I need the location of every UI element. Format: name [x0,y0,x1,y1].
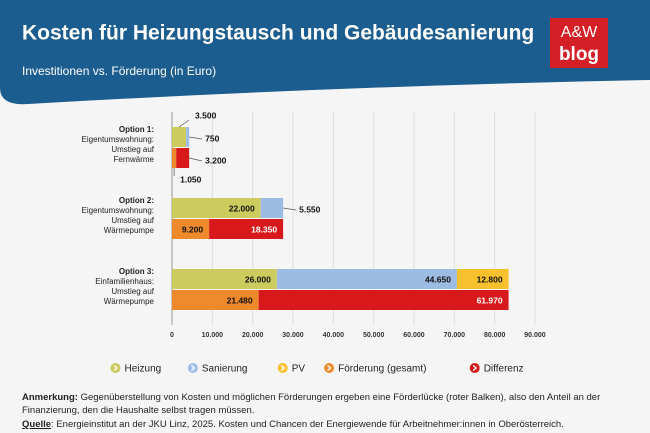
logo-text: A&W [561,24,598,41]
y-tick-label: Option 1: [119,125,154,134]
bar-segment [260,198,284,218]
x-tick-label: 80.000 [484,332,506,339]
data-label: 3.500 [195,110,217,120]
data-label: 9.200 [182,224,204,234]
legend-label: PV [292,364,306,375]
data-label: 12.800 [477,274,503,284]
chart-title: Kosten für Heizungstausch und Gebäudesan… [22,22,534,45]
x-tick-label: 20.000 [242,332,264,339]
legend-swatch [324,363,335,373]
x-tick-label: 40.000 [323,332,345,339]
data-label: 750 [205,133,219,143]
note-label: Anmerkung: [22,392,78,403]
leader-line [189,136,203,140]
legend-arrow [327,365,332,371]
y-tick-label: Fernwärme [114,155,155,164]
legend-swatch [110,363,121,373]
y-tick-label: Umstieg auf [111,287,154,296]
x-tick-label: 10.000 [202,332,224,339]
chart-subtitle: Investitionen vs. Förderung (in Euro) [22,64,216,78]
data-label: 1.050 [180,174,202,184]
chart: Kosten für Heizungstausch und Gebäudesan… [0,0,650,375]
y-tick-label: Umstieg auf [111,216,154,225]
legend-swatch [469,363,480,373]
data-label: 61.970 [477,295,503,305]
note-text: Gegenüberstellung von Kosten und möglich… [22,392,601,416]
leader-line [178,119,190,128]
x-tick-label: 90.000 [524,332,546,339]
logo [550,18,608,68]
data-label: 22.000 [229,203,255,213]
y-tick-label: Umstieg auf [111,145,154,154]
bar-segment [172,269,277,289]
bar-segment [258,290,509,310]
bar-segment [172,219,210,239]
legend-arrow [472,365,478,371]
y-tick-label: Eigentumswohnung: [82,206,155,215]
bar-segment [172,198,261,218]
note: Anmerkung: Gegenüberstellung von Kosten … [22,391,632,417]
source-text: : Energieinstitut an der JKU Linz, 2025.… [51,419,564,430]
bar-segment [456,269,509,289]
x-tick-label: 30.000 [282,332,304,339]
x-tick-label: 70.000 [444,332,466,339]
legend-label: Heizung [125,364,162,375]
bar-segment [276,269,457,289]
legend-label: Differenz [484,364,524,375]
leader-line [283,207,297,211]
source: Quelle: Energieinstitut an der JKU Linz,… [22,418,632,431]
data-label: 44.650 [425,274,451,284]
legend-label: Förderung (gesamt) [338,364,426,375]
y-tick-label: Wärmepumpe [104,297,155,306]
legend-label: Sanierung [202,364,248,375]
bar-segment [209,219,284,239]
data-label: 21.480 [227,295,253,305]
legend-arrow [113,365,119,371]
legend-swatch [187,363,198,373]
bar-segment [172,148,177,168]
data-label: 26.000 [245,274,271,284]
bar-segment [172,290,259,310]
y-tick-label: Eigentumswohnung: [82,135,155,144]
legend-arrow [280,365,286,371]
x-tick-label: 0 [170,332,174,339]
leader-line [189,157,203,162]
header-banner [0,0,650,105]
logo-text: blog [559,44,599,65]
y-tick-label: Option 3: [119,267,154,276]
legend-arrow [190,365,196,371]
data-label: 5.550 [299,204,321,214]
y-tick-label: Option 2: [119,196,154,205]
y-tick-label: Wärmepumpe [104,226,155,235]
y-tick-label: Einfamilienhaus: [95,277,154,286]
bar-segment [172,127,187,147]
source-label: Quelle [22,419,52,430]
x-tick-label: 60.000 [403,332,425,339]
data-label: 18.350 [251,224,277,234]
bar-segment [176,148,190,168]
x-tick-label: 50.000 [363,332,385,339]
data-label: 3.200 [205,155,227,165]
legend-swatch [277,363,288,373]
bar-segment [186,127,190,147]
